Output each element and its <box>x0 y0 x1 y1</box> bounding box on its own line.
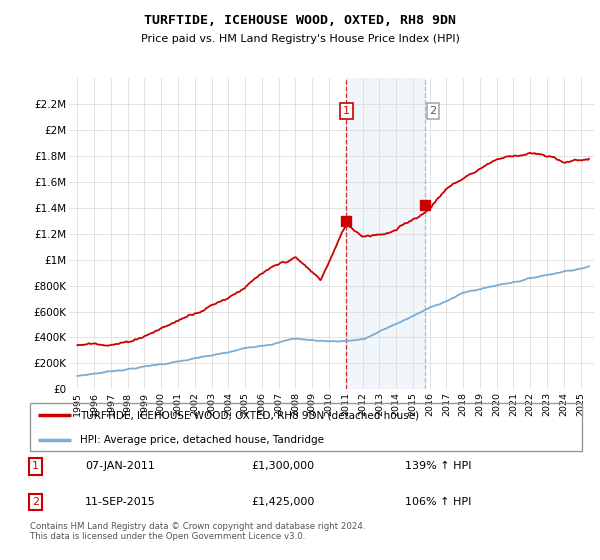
Text: TURFTIDE, ICEHOUSE WOOD, OXTED, RH8 9DN: TURFTIDE, ICEHOUSE WOOD, OXTED, RH8 9DN <box>144 14 456 27</box>
Text: Price paid vs. HM Land Registry's House Price Index (HPI): Price paid vs. HM Land Registry's House … <box>140 34 460 44</box>
Text: 11-SEP-2015: 11-SEP-2015 <box>85 497 156 507</box>
Text: 2: 2 <box>430 106 437 116</box>
Text: HPI: Average price, detached house, Tandridge: HPI: Average price, detached house, Tand… <box>80 435 323 445</box>
Text: 106% ↑ HPI: 106% ↑ HPI <box>406 497 472 507</box>
Text: TURFTIDE, ICEHOUSE WOOD, OXTED, RH8 9DN (detached house): TURFTIDE, ICEHOUSE WOOD, OXTED, RH8 9DN … <box>80 410 419 420</box>
Text: £1,425,000: £1,425,000 <box>251 497 314 507</box>
Text: 139% ↑ HPI: 139% ↑ HPI <box>406 461 472 472</box>
Text: 2: 2 <box>32 497 39 507</box>
Text: 07-JAN-2011: 07-JAN-2011 <box>85 461 155 472</box>
Bar <box>346 78 425 389</box>
Text: Contains HM Land Registry data © Crown copyright and database right 2024.
This d: Contains HM Land Registry data © Crown c… <box>30 522 365 542</box>
Text: 1: 1 <box>343 106 350 116</box>
Text: 1: 1 <box>32 461 39 472</box>
Text: £1,300,000: £1,300,000 <box>251 461 314 472</box>
